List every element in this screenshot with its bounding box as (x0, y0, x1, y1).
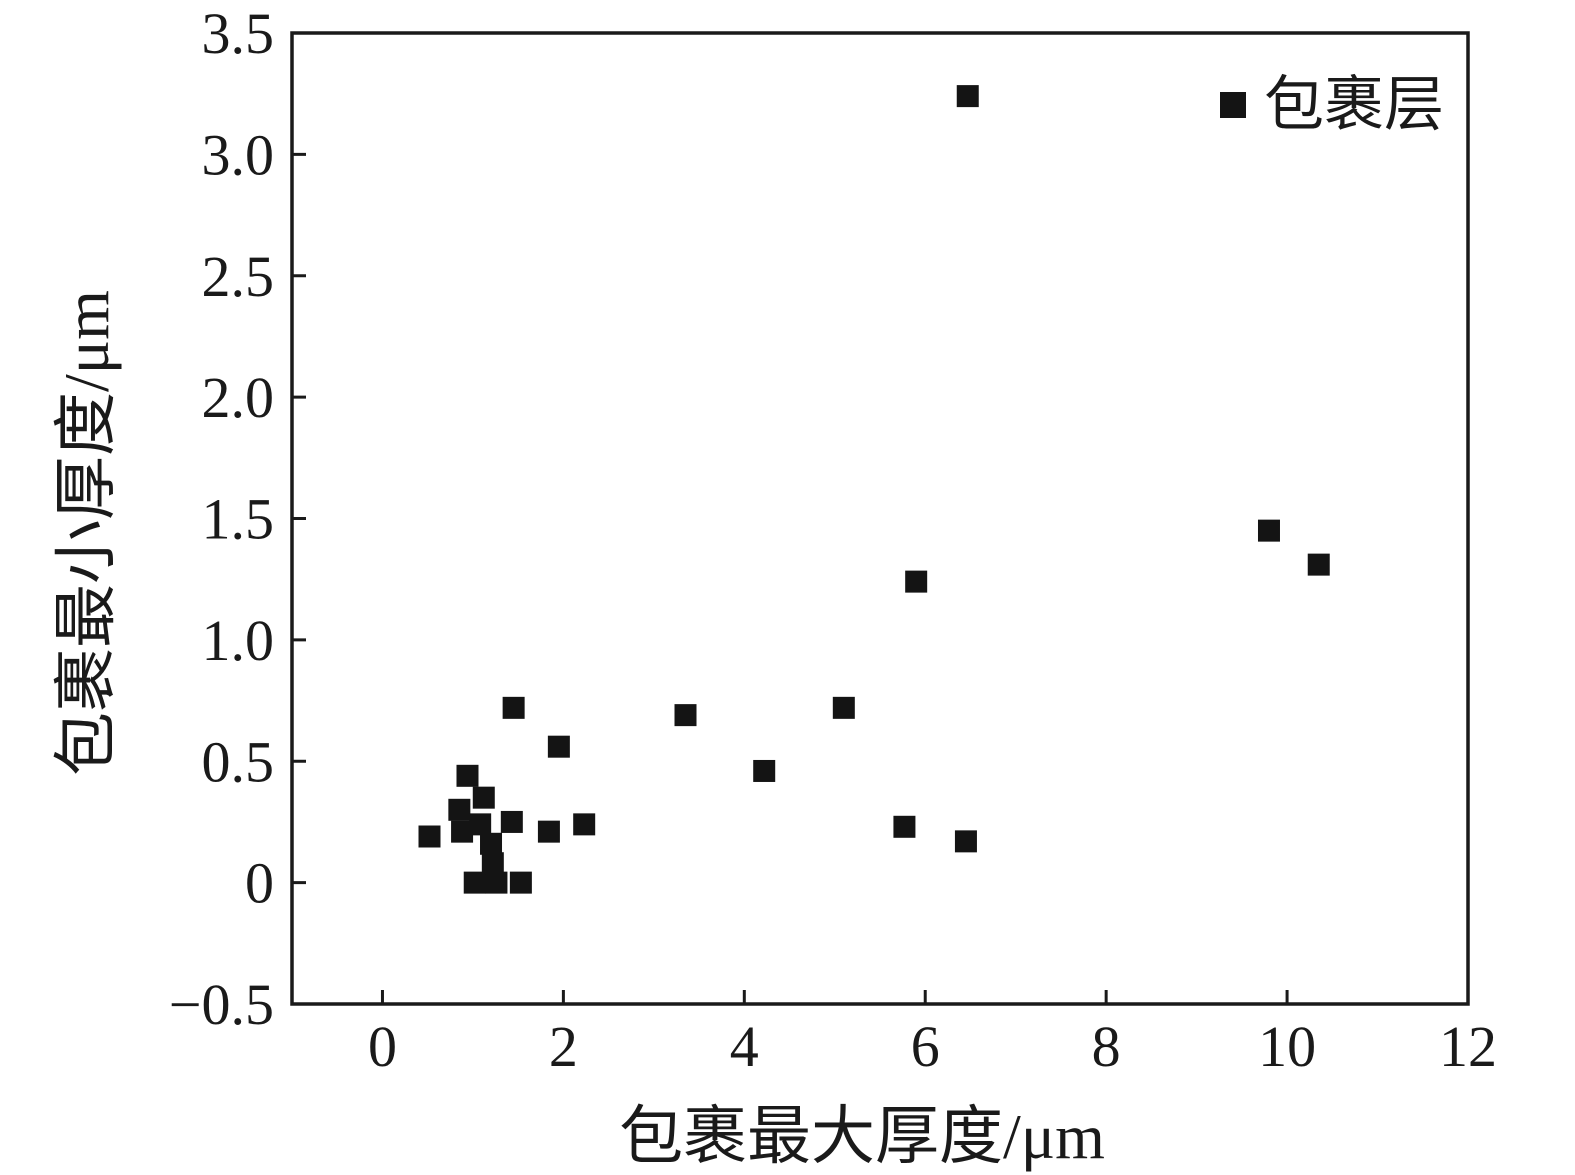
data-point (509, 871, 532, 894)
y-tick-label: 1.5 (202, 487, 275, 552)
data-point (451, 820, 474, 843)
x-tick-label: 4 (730, 1014, 759, 1079)
legend: 包裹层 (1220, 72, 1444, 138)
y-tick-label: 1.0 (202, 608, 275, 673)
y-tick-label: 0 (245, 851, 274, 916)
data-point (547, 735, 570, 758)
data-point (500, 810, 523, 833)
y-tick-label: −0.5 (169, 972, 274, 1037)
y-axis-title: 包裹最小厚度/μm (51, 290, 122, 776)
data-point (573, 813, 596, 836)
legend-label: 包裹层 (1264, 72, 1444, 138)
x-tick-label: 6 (911, 1014, 940, 1079)
y-tick-label: 2.0 (202, 365, 275, 430)
x-tick-label: 12 (1439, 1014, 1497, 1079)
data-point (956, 85, 979, 108)
data-point (753, 759, 776, 782)
data-point (893, 815, 916, 838)
y-tick-label: 3.0 (202, 122, 275, 187)
data-point (485, 871, 508, 894)
plot-frame (290, 31, 1470, 1006)
plot-area: 0 2 4 6 8 10 12 −0.5 0 0.5 1.0 1.5 2.0 2.5 3.0 3.5 (169, 1, 1497, 1079)
data-point (472, 786, 495, 809)
x-tick-label: 2 (549, 1014, 578, 1079)
data-point (954, 830, 977, 853)
data-point (1307, 553, 1330, 576)
data-point (674, 704, 697, 727)
y-tick-label: 2.5 (202, 244, 275, 309)
data-point (1257, 519, 1280, 542)
x-tick-label: 0 (368, 1014, 397, 1079)
data-point (537, 820, 560, 843)
x-tick-label: 10 (1258, 1014, 1316, 1079)
data-point (832, 696, 855, 719)
data-point (481, 852, 504, 875)
data-point (463, 871, 486, 894)
data-point (905, 570, 928, 593)
data-point (456, 764, 479, 787)
y-tick-label: 0.5 (202, 729, 275, 794)
legend-marker-icon (1220, 92, 1246, 118)
data-point (480, 832, 503, 855)
x-tick-label: 8 (1092, 1014, 1121, 1079)
data-point (418, 825, 441, 848)
data-point (469, 813, 492, 836)
y-tick-label: 3.5 (202, 1, 275, 66)
x-axis-title: 包裹最大厚度/μm (619, 1101, 1105, 1172)
data-point (502, 696, 525, 719)
data-point (448, 798, 471, 821)
